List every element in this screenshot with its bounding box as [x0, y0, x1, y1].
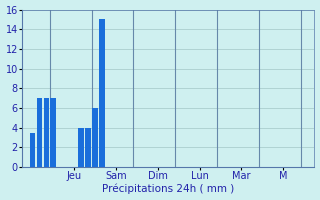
Bar: [51, 98, 56, 167]
Bar: [85, 128, 91, 167]
X-axis label: Précipitations 24h ( mm ): Précipitations 24h ( mm ): [102, 184, 234, 194]
Bar: [92, 108, 98, 167]
Bar: [44, 98, 49, 167]
Bar: [99, 19, 105, 167]
Bar: [36, 98, 43, 167]
Bar: [29, 133, 36, 167]
Bar: [78, 128, 84, 167]
